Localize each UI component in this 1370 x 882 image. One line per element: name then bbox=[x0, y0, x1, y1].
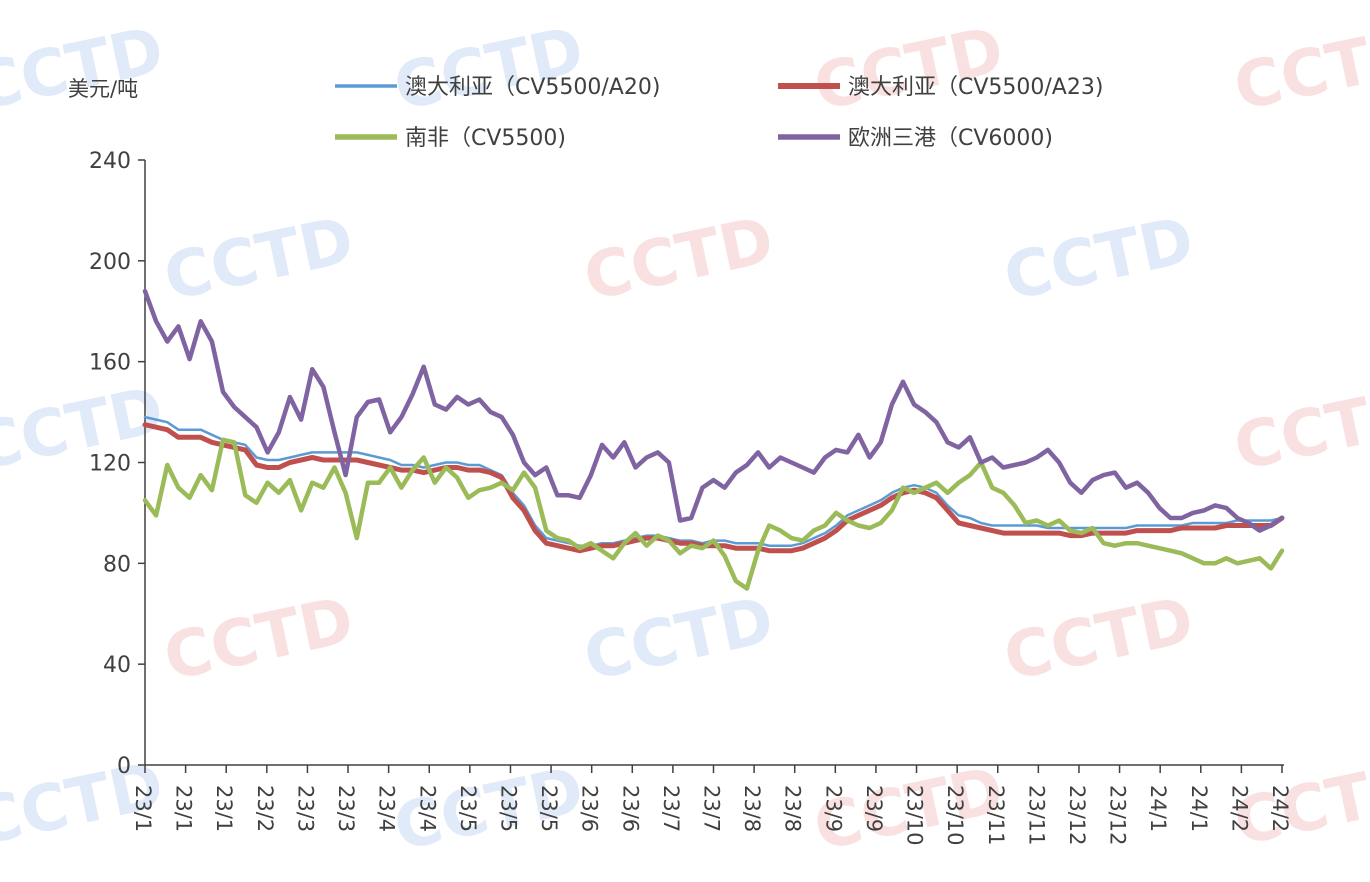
x-tick-label: 23/1 bbox=[172, 785, 196, 832]
x-tick-label: 23/10 bbox=[943, 785, 967, 846]
watermark-text: CCTD bbox=[1228, 14, 1370, 126]
watermark-text: CCTD bbox=[998, 584, 1200, 696]
x-tick-label: 23/8 bbox=[740, 785, 764, 832]
plot-area bbox=[142, 288, 1285, 591]
watermark-text: CCTD bbox=[158, 584, 360, 696]
legend-label: 南非（CV5500) bbox=[405, 126, 566, 151]
y-tick-label: 40 bbox=[103, 653, 131, 678]
x-tick-label: 23/1 bbox=[131, 785, 155, 832]
x-tick-label: 23/9 bbox=[821, 785, 845, 832]
x-tick-label: 24/1 bbox=[1187, 785, 1211, 832]
x-tick-label: 23/4 bbox=[375, 785, 399, 832]
x-tick-label: 23/12 bbox=[1065, 785, 1089, 846]
x-tick-label: 23/8 bbox=[781, 785, 805, 832]
y-tick-label: 240 bbox=[89, 149, 131, 174]
y-ticks: 0 40 80 120 160 200 240 bbox=[89, 149, 145, 779]
watermark-text: CCTD bbox=[578, 204, 780, 316]
x-tick-label: 23/6 bbox=[618, 785, 642, 832]
y-tick-label: 0 bbox=[117, 754, 131, 779]
x-ticks: 23/1 23/1 23/1 23/2 23/3 23/3 23/4 23/4 23/5 23/5… bbox=[131, 765, 1292, 846]
x-tick-label: 23/3 bbox=[334, 785, 358, 832]
x-tick-label: 23/5 bbox=[456, 785, 480, 832]
legend-label: 澳大利亚（CV5500/A20) bbox=[405, 75, 660, 100]
x-tick-label: 24/1 bbox=[1146, 785, 1170, 832]
x-tick-label: 23/5 bbox=[537, 785, 561, 832]
x-tick-label: 23/2 bbox=[253, 785, 277, 832]
y-tick-label: 80 bbox=[103, 552, 131, 577]
x-tick-label: 24/2 bbox=[1268, 785, 1292, 832]
watermark-text: CCTD bbox=[0, 14, 170, 126]
watermark-text: CCTD bbox=[388, 14, 590, 126]
watermark-text: CCTD bbox=[808, 14, 1010, 126]
x-tick-label: 23/10 bbox=[903, 785, 927, 846]
y-tick-label: 200 bbox=[89, 250, 131, 275]
series-line-3 bbox=[142, 437, 1285, 591]
x-tick-label: 23/3 bbox=[293, 785, 317, 832]
x-tick-label: 23/7 bbox=[700, 785, 724, 832]
x-tick-label: 23/11 bbox=[984, 785, 1008, 846]
x-tick-label: 23/4 bbox=[415, 785, 439, 832]
y-axis-label: 美元/吨 bbox=[68, 77, 138, 101]
series-line-4 bbox=[142, 288, 1285, 533]
x-tick-label: 23/7 bbox=[659, 785, 683, 832]
x-tick-label: 23/9 bbox=[862, 785, 886, 832]
y-tick-label: 160 bbox=[89, 351, 131, 376]
legend-label: 澳大利亚（CV5500/A23) bbox=[848, 75, 1103, 100]
legend-label: 欧洲三港（CV6000) bbox=[848, 126, 1053, 151]
x-tick-label: 24/2 bbox=[1227, 785, 1251, 832]
watermark-text: CCTD bbox=[1228, 374, 1370, 486]
x-tick-label: 23/12 bbox=[1106, 785, 1130, 846]
x-tick-label: 23/6 bbox=[578, 785, 602, 832]
watermark-text: CCTD bbox=[578, 584, 780, 696]
legend: 澳大利亚（CV5500/A20) 澳大利亚（CV5500/A23) 南非（CV550… bbox=[335, 75, 1103, 151]
x-tick-label: 23/11 bbox=[1024, 785, 1048, 846]
x-tick-label: 23/1 bbox=[212, 785, 236, 832]
series-line-2 bbox=[142, 422, 1285, 554]
y-tick-label: 120 bbox=[89, 452, 131, 477]
watermark-text: CCTD bbox=[158, 204, 360, 316]
watermark-text: CCTD bbox=[998, 204, 1200, 316]
x-tick-label: 23/5 bbox=[496, 785, 520, 832]
